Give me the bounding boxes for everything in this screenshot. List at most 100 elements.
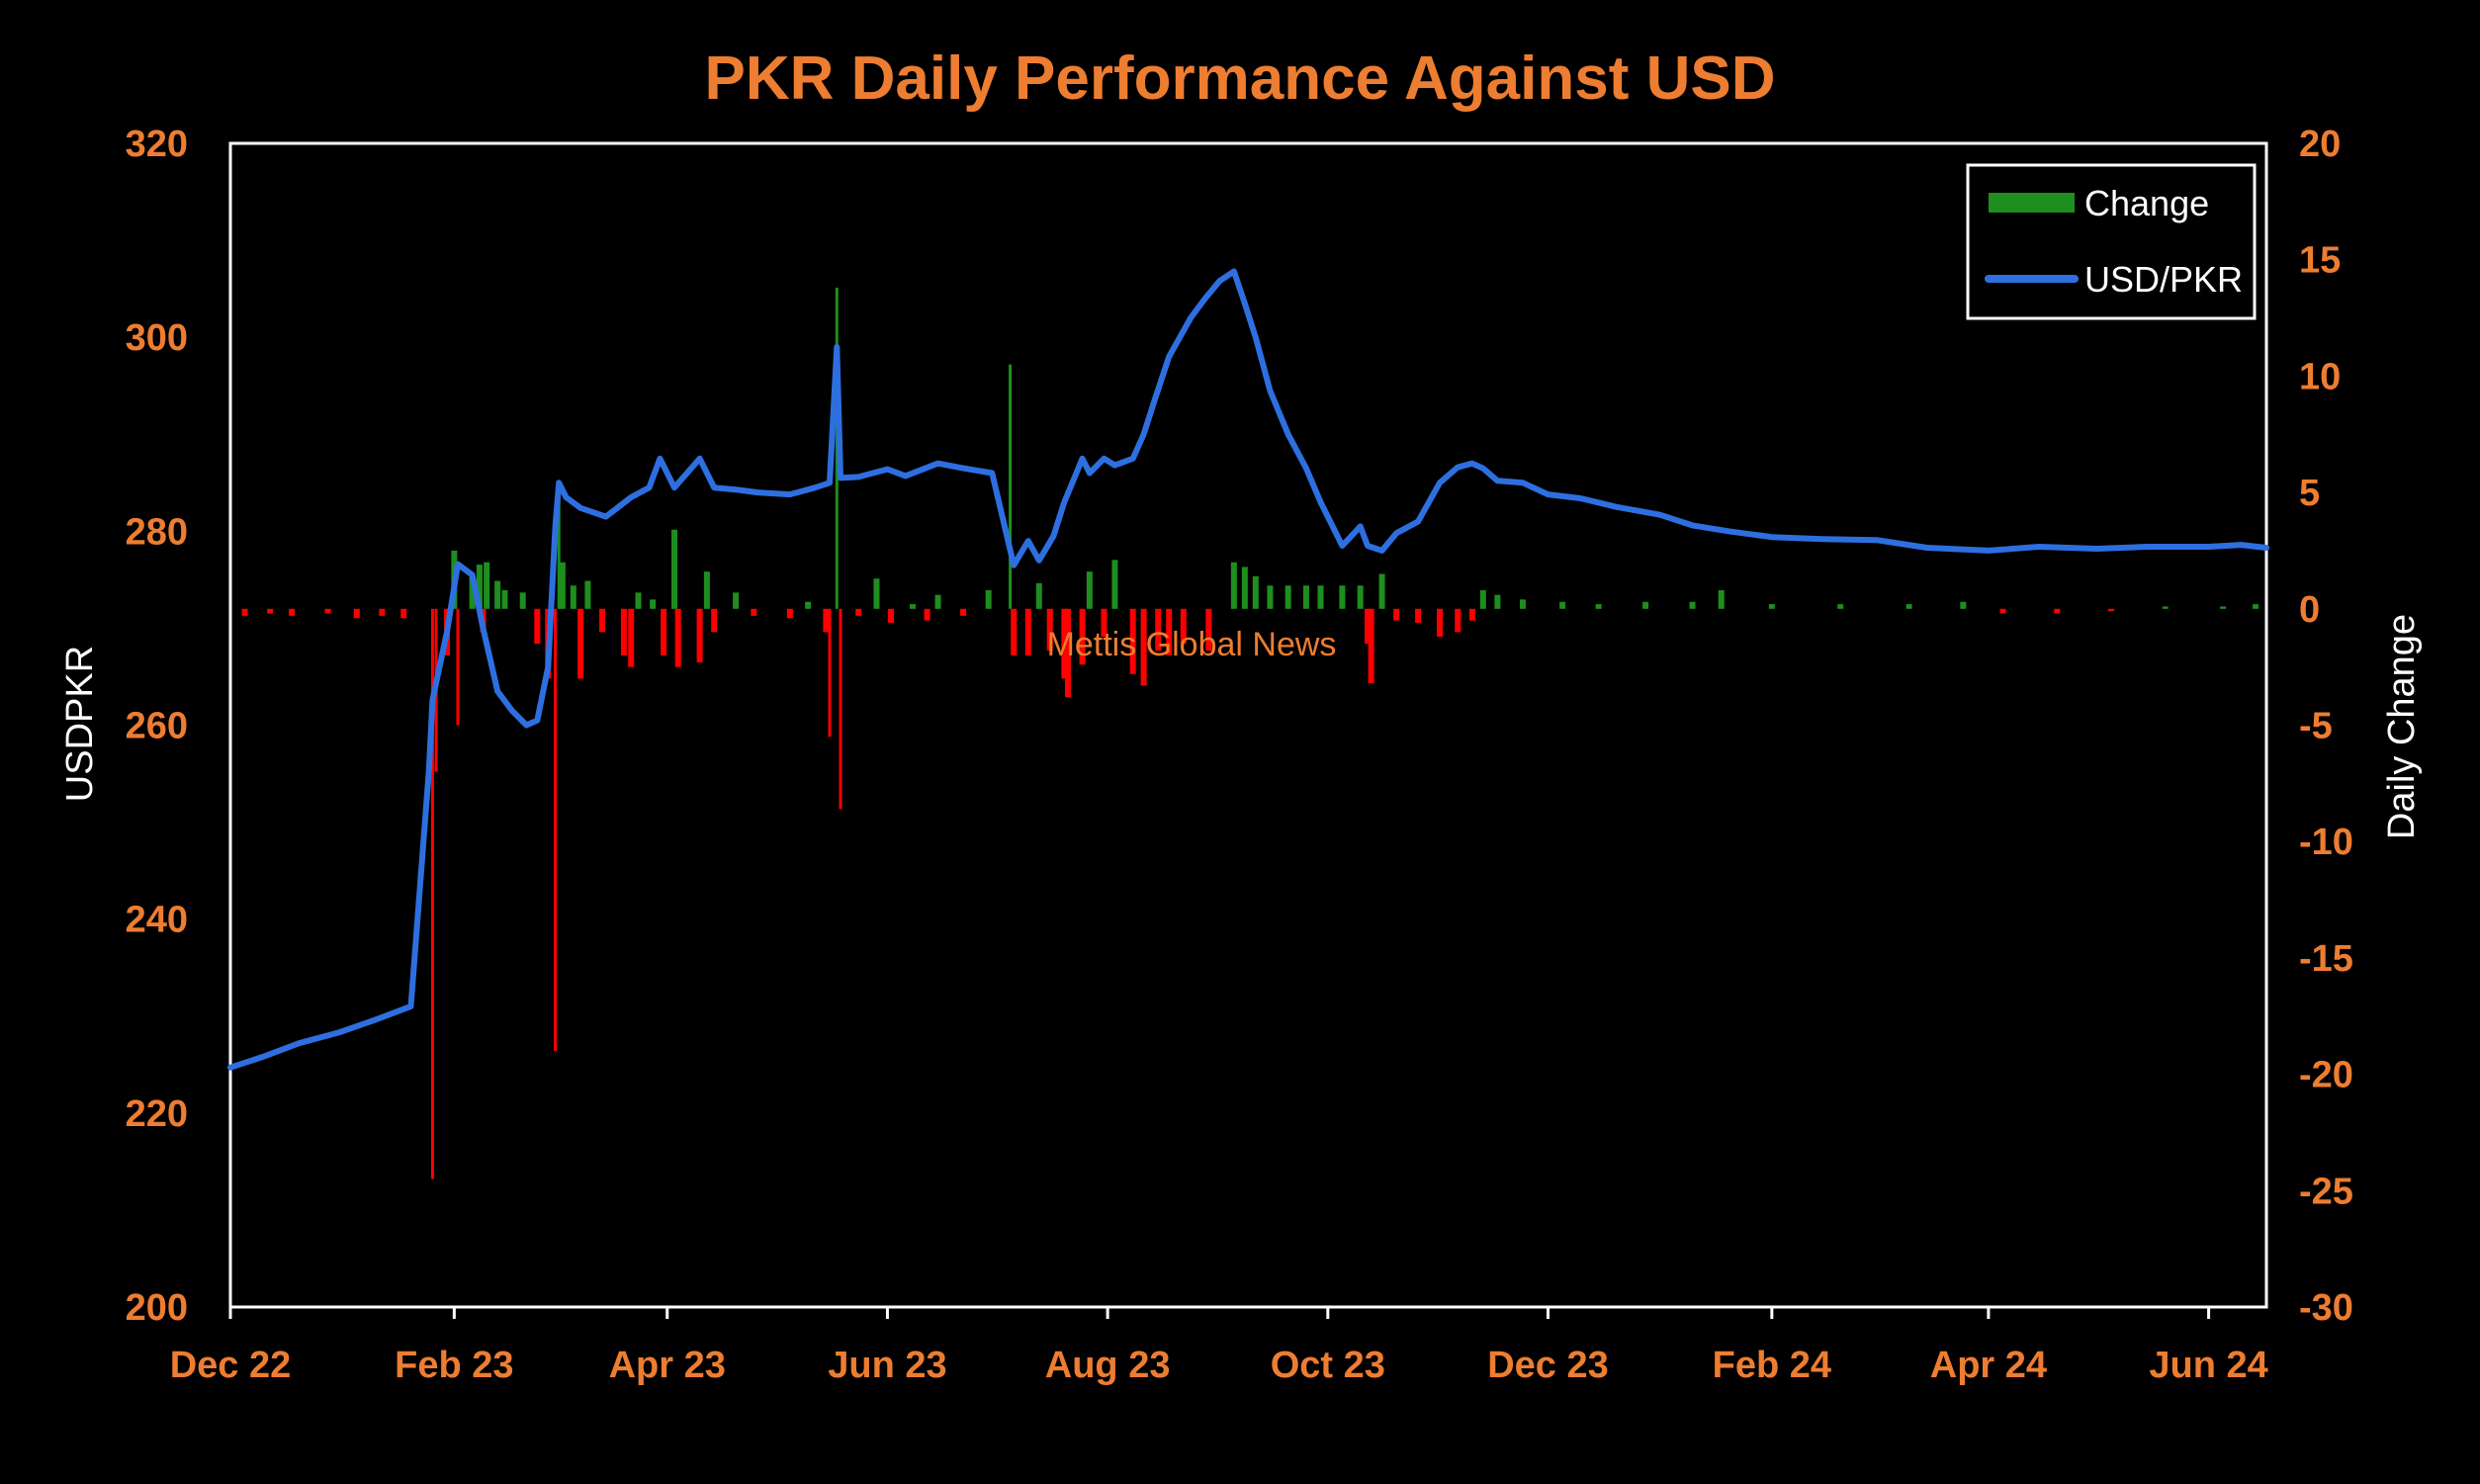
change-bar <box>823 608 830 633</box>
change-bar <box>1364 608 1371 645</box>
change-bar <box>1768 604 1775 609</box>
legend-box <box>1966 163 2257 320</box>
change-bar <box>985 589 992 609</box>
y-axis-label-right: Daily Change <box>2381 614 2423 839</box>
change-bar <box>519 592 526 609</box>
change-bar <box>671 529 678 609</box>
change-bar <box>1079 608 1086 665</box>
change-bar <box>805 601 812 609</box>
y-tick-label-right: -25 <box>2299 1171 2353 1212</box>
change-bar <box>839 608 842 810</box>
change-bar <box>1317 585 1324 609</box>
x-tick-label: Oct 23 <box>1271 1345 1385 1386</box>
change-bar <box>267 608 274 614</box>
change-bar <box>733 592 740 609</box>
change-bar <box>873 578 880 609</box>
x-tick-label: Apr 24 <box>1930 1345 2047 1386</box>
change-bar <box>241 608 248 616</box>
x-tick-label: Dec 23 <box>1487 1345 1609 1386</box>
change-bar <box>1378 573 1385 609</box>
change-bar <box>1905 604 1912 609</box>
change-bar <box>1230 562 1237 609</box>
change-bar <box>855 608 862 616</box>
y-tick-label-left: 260 <box>126 706 188 747</box>
change-bar <box>1393 608 1400 621</box>
y-tick-label-right: -15 <box>2299 938 2353 980</box>
y-tick-label-left: 240 <box>126 900 188 941</box>
change-bar <box>1086 571 1093 609</box>
plot-frame <box>228 141 2268 1309</box>
change-bar <box>786 608 793 619</box>
change-bar <box>1140 608 1147 686</box>
change-bar <box>1180 608 1187 645</box>
change-bar <box>1455 608 1461 633</box>
change-bar <box>661 608 667 655</box>
change-bar <box>1267 585 1274 609</box>
change-bar <box>289 608 296 616</box>
change-bar <box>711 608 718 633</box>
change-bar <box>1009 364 1013 609</box>
change-bar <box>353 608 360 619</box>
change-bar <box>1241 567 1248 609</box>
change-bar <box>1479 589 1486 609</box>
plot-area: 320 300 280 260 240 220 200 20 15 10 5 0 -5 -10 -15 -20… <box>126 124 2353 1386</box>
change-bar <box>430 608 434 1179</box>
change-bar <box>1595 604 1602 609</box>
change-bar <box>635 592 642 609</box>
change-bar <box>1357 585 1364 609</box>
change-bar <box>1284 585 1291 609</box>
usdpkr-line <box>227 268 2269 1071</box>
change-bar <box>960 608 967 616</box>
x-tick-label: Dec 22 <box>170 1345 292 1386</box>
change-bar <box>2253 604 2259 609</box>
change-bar <box>1205 608 1212 652</box>
x-tick-label: Apr 23 <box>609 1345 726 1386</box>
y-tick-label-right: 0 <box>2299 589 2320 631</box>
change-bar <box>1436 608 1443 638</box>
change-bar <box>2220 606 2227 609</box>
watermark: Mettis Global News <box>1047 626 1337 663</box>
legend-swatch-change <box>1989 193 2075 213</box>
change-bar <box>484 562 490 609</box>
change-bar <box>751 608 757 616</box>
y-tick-label-left: 300 <box>126 317 188 359</box>
change-bar <box>1155 608 1162 652</box>
change-bar <box>828 608 832 738</box>
y-tick-label-right: 10 <box>2299 356 2341 397</box>
change-bar <box>1718 589 1725 609</box>
change-bar <box>400 608 407 619</box>
change-bar <box>476 565 483 609</box>
change-bar <box>1689 601 1696 609</box>
y-axis-label-left: USDPKR <box>59 646 101 802</box>
change-bar <box>1468 608 1475 621</box>
change-bar <box>1999 608 2006 614</box>
change-bar <box>554 608 558 1052</box>
change-bar <box>924 608 930 621</box>
change-bar <box>628 608 635 667</box>
x-tick-label: Jun 23 <box>828 1345 946 1386</box>
change-bar <box>1024 608 1031 655</box>
change-bar <box>557 480 561 609</box>
y-tick-label-right: 15 <box>2299 240 2341 282</box>
change-bar <box>2162 606 2169 609</box>
change-bar <box>1035 582 1042 609</box>
change-bar <box>1519 599 1526 609</box>
change-bar <box>1046 608 1053 652</box>
y-tick-label-left: 200 <box>126 1287 188 1329</box>
change-bar <box>469 575 476 609</box>
change-bar <box>1837 604 1844 609</box>
change-bar <box>650 599 657 609</box>
change-bar <box>456 608 460 726</box>
change-bar <box>1302 585 1309 609</box>
change-bar <box>1960 601 1967 609</box>
change-bar <box>570 585 576 609</box>
change-bar <box>577 608 584 679</box>
x-tick-label: Aug 23 <box>1045 1345 1171 1386</box>
change-bar <box>1494 594 1501 609</box>
change-bar <box>909 604 916 609</box>
change-bar <box>534 608 541 645</box>
legend-label-change: Change <box>2084 183 2209 223</box>
y-tick-label-right: -20 <box>2299 1055 2353 1096</box>
y-tick-label-left: 320 <box>126 124 188 165</box>
